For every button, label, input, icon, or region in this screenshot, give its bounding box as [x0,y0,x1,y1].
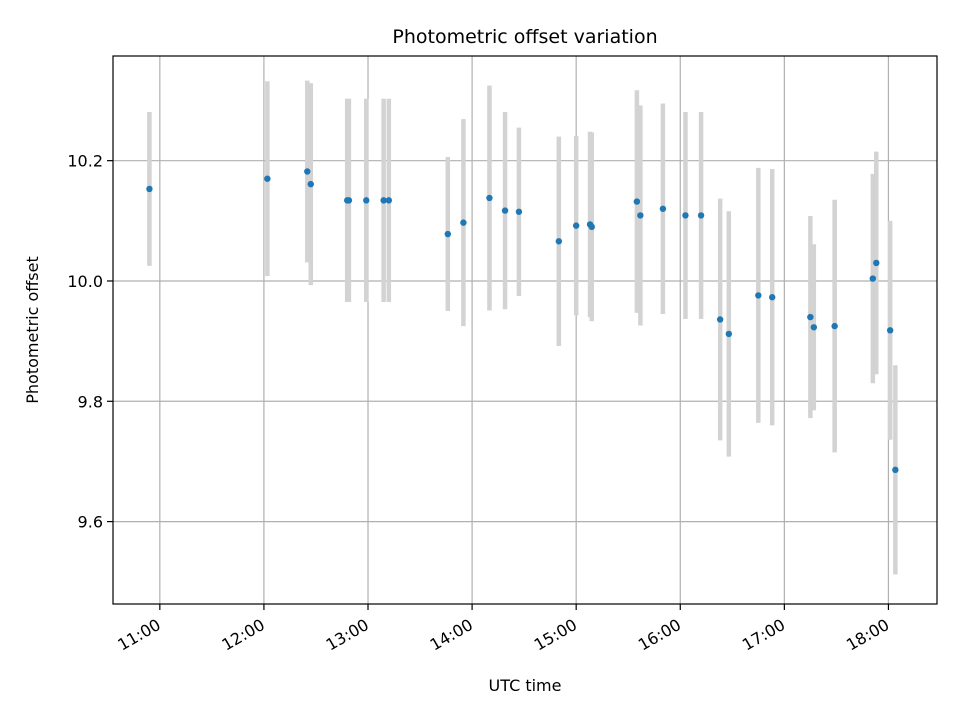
x-tick-label: 17:00 [739,615,788,655]
data-point-18 [633,198,641,205]
y-tick-label: 10.2 [67,152,103,171]
data-point-3 [307,180,314,188]
data-point-10 [460,219,467,226]
data-point-12 [501,207,509,214]
data-point-24 [725,330,733,338]
data-point-30 [869,275,877,282]
data-point-27 [807,313,814,321]
data-point-8 [385,197,393,204]
y-tick-label: 9.8 [78,392,103,411]
x-tick-label: 11:00 [114,615,163,655]
data-point-32 [886,327,894,334]
data-point-23 [716,316,724,323]
x-tick-label: 16:00 [635,615,684,655]
data-point-7 [380,197,387,204]
y-tick-label: 10.0 [67,272,103,291]
data-point-9 [444,230,452,238]
data-point-6 [363,197,370,204]
data-point-19 [637,212,644,219]
data-point-28 [810,324,818,331]
data-point-21 [682,212,689,219]
plot-area-frame [112,55,938,605]
data-point-1 [264,175,271,182]
data-point-17 [588,223,595,231]
axis-ticks: 11:00 12:00 13:00 14:00 15:00 16:00 17:00 18:00… [67,152,892,655]
x-tick-label: 13:00 [323,615,372,655]
data-point-2 [304,168,311,175]
x-tick-label: 14:00 [427,615,476,655]
data-point-25 [755,292,762,299]
data-point-20 [659,205,667,212]
data-point-11 [486,194,493,202]
x-tick-label: 18:00 [843,615,892,655]
data-point-31 [873,259,880,267]
x-axis-label: UTC time [489,676,562,695]
data-point-29 [831,322,838,330]
error-bars [147,80,898,575]
chart-title: Photometric offset variation [392,26,657,48]
x-tick-label: 15:00 [531,615,580,655]
y-axis-label: Photometric offset [23,256,42,404]
data-point-14 [555,238,563,245]
data-point-15 [572,222,580,229]
x-tick-label: 12:00 [218,615,267,655]
data-point-33 [892,466,899,474]
data-point-0 [146,185,153,193]
data-point-22 [697,212,705,219]
data-point-26 [769,294,776,301]
data-point-5 [345,197,353,204]
data-point-13 [515,208,523,215]
y-tick-label: 9.6 [78,513,103,532]
data-points [146,168,899,474]
